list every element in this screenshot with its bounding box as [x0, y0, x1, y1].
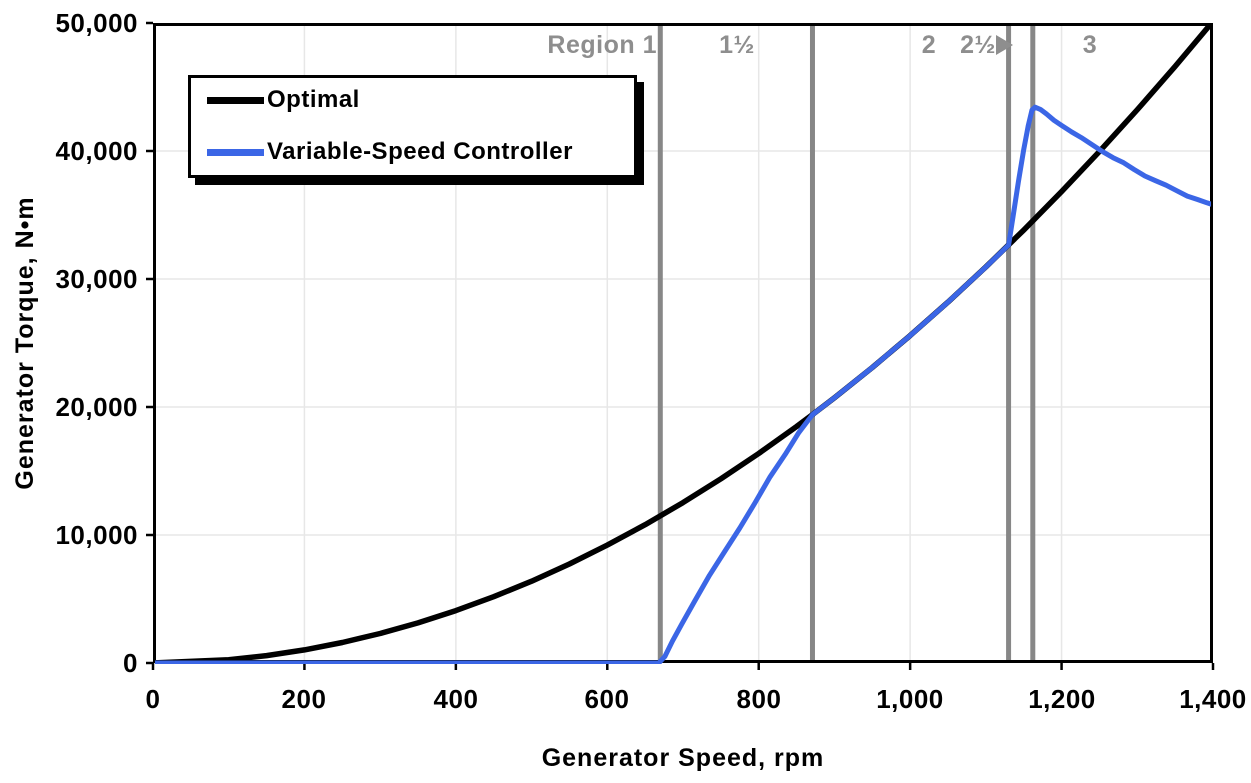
x-tick-label: 1,400 [1179, 684, 1247, 714]
y-tick-label: 20,000 [55, 392, 138, 422]
region-label-2: 2 [921, 31, 937, 59]
plot-border [153, 23, 1213, 663]
region-label-1: Region 1 [547, 31, 657, 59]
x-tick-label: 800 [736, 684, 782, 714]
x-tick-label: 1,200 [1028, 684, 1096, 714]
y-tick-label: 10,000 [55, 520, 138, 550]
y-tick-label: 50,000 [55, 8, 138, 38]
x-tick-label: 600 [584, 684, 630, 714]
x-tick-label: 1,000 [876, 684, 944, 714]
legend-swatch-optimal [207, 96, 264, 104]
y-tick-label: 30,000 [55, 264, 138, 294]
y-tick-label: 40,000 [55, 136, 138, 166]
x-tick-label: 400 [433, 684, 479, 714]
y-tick-label: 0 [123, 648, 138, 678]
region-label-1-5: 1½ [719, 31, 755, 59]
x-tick-label: 200 [281, 684, 327, 714]
legend: Optimal Variable-Speed Controller [188, 75, 637, 178]
region-label-2-5: 2½ [960, 31, 996, 59]
series-line-optimal [155, 23, 1211, 664]
y-axis-title: Generator Torque, N•m [11, 196, 39, 490]
region-2-5-right-arrow-icon [996, 35, 1013, 55]
legend-item-controller: Variable-Speed Controller [207, 139, 634, 165]
legend-label-controller: Variable-Speed Controller [267, 138, 573, 165]
x-axis-title: Generator Speed, rpm [541, 744, 825, 772]
legend-swatch-controller [207, 148, 264, 156]
plot-area [146, 21, 1215, 670]
region-label-3: 3 [1082, 31, 1098, 59]
x-tick-label: 0 [145, 684, 161, 714]
legend-item-optimal: Optimal [207, 87, 634, 113]
legend-label-optimal: Optimal [267, 86, 360, 113]
series-line-controller [155, 104, 1211, 664]
